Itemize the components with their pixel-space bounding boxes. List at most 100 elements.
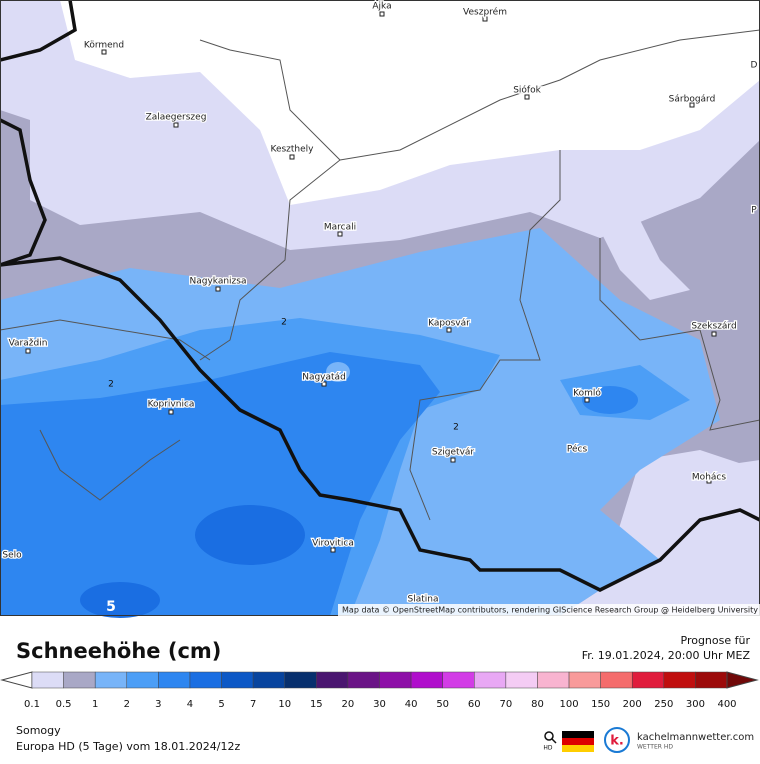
place-dot xyxy=(337,231,343,237)
logo-text: k. xyxy=(610,734,624,749)
place-label: Sárbogárd xyxy=(669,95,716,105)
brand-sub: WETTER HD xyxy=(637,744,673,751)
legend-swatch xyxy=(379,671,412,689)
legend-tick-label: 5 xyxy=(218,699,224,710)
legend-tick-label: 3 xyxy=(155,699,161,710)
place-label: D xyxy=(751,61,758,71)
place-label: Veszprém xyxy=(463,7,507,18)
legend-tick-label: 150 xyxy=(591,699,610,710)
place-dot xyxy=(321,381,327,387)
contour-label: 5 xyxy=(106,599,116,615)
legend-swatch xyxy=(189,671,222,689)
place-label: Marcali xyxy=(324,223,356,233)
place-label: Koprivnica xyxy=(148,400,195,410)
legend-swatch xyxy=(631,671,665,689)
legend-tick-label: 0.1 xyxy=(24,699,40,710)
legend-swatch xyxy=(252,671,285,689)
brand: kachelmannwetter.com xyxy=(637,732,754,743)
legend-tick-label: 40 xyxy=(405,699,418,710)
legend-tick-label: 60 xyxy=(468,699,481,710)
legend-arrow-high xyxy=(726,671,759,689)
place-dot xyxy=(446,327,452,333)
legend-swatch xyxy=(442,671,475,689)
area-4 xyxy=(195,505,305,565)
place-label: Siófok xyxy=(513,85,541,96)
legend-swatch xyxy=(663,671,696,689)
place-label: Selo xyxy=(2,551,22,561)
model-run: Europa HD (5 Tage) vom 18.01.2024/12z xyxy=(16,740,240,753)
place-dot xyxy=(524,94,530,100)
place-label: Pécs xyxy=(567,444,588,455)
place-label: Mohács xyxy=(692,473,726,483)
place-label: Varaždin xyxy=(9,339,48,349)
legend-swatch xyxy=(126,671,159,689)
legend-swatch xyxy=(568,671,601,689)
hd-label: HD xyxy=(543,745,553,752)
place-label: Nagyatád xyxy=(302,373,346,383)
map: Map data © OpenStreetMap contributors, r… xyxy=(0,0,760,618)
legend-tick-label: 30 xyxy=(373,699,386,710)
area-01 xyxy=(600,220,690,300)
legend-swatch xyxy=(600,671,633,689)
area-3 xyxy=(0,352,440,616)
contour-label: 2 xyxy=(108,380,114,390)
place-label: Virovitica xyxy=(312,539,354,549)
place-dot xyxy=(706,478,712,484)
flag-germany[interactable] xyxy=(562,731,594,752)
place-label: Ajka xyxy=(372,2,391,12)
legend-tick-label: 80 xyxy=(531,699,544,710)
area-01 xyxy=(640,460,760,616)
place-dot xyxy=(584,397,590,403)
place-label: Keszthely xyxy=(270,145,314,155)
legend-swatch xyxy=(316,671,349,689)
forecast-label: Prognose für xyxy=(681,634,751,647)
place-dot xyxy=(173,122,179,128)
legend-swatch xyxy=(31,671,64,689)
place-dot xyxy=(482,16,488,22)
county-borders xyxy=(0,29,760,521)
legend-tick-label: 1 xyxy=(92,699,98,710)
legend-swatch xyxy=(505,671,538,689)
legend-tick-label: 10 xyxy=(278,699,291,710)
legend-tick-label: 300 xyxy=(686,699,705,710)
brand-logo[interactable]: k. kachelmannwetter.com WETTER HD xyxy=(604,727,754,753)
legend-swatch xyxy=(347,671,380,689)
legend-title: Schneehöhe (cm) xyxy=(16,639,221,663)
legend-tick-label: 50 xyxy=(436,699,449,710)
legend-swatch xyxy=(284,671,317,689)
place-label: P xyxy=(751,206,757,216)
place-label: Komló xyxy=(573,388,601,399)
legend: 0.1 0.5 1 2 3 4 5 7 10 15 20 30 40 50 60 70 80 100 150 200 2… xyxy=(0,671,759,710)
area-1 xyxy=(326,362,350,382)
place-label: Slatina xyxy=(408,595,439,605)
legend-tick-label: 400 xyxy=(717,699,736,710)
legend-swatch xyxy=(94,671,128,689)
place-label: Nagykanizsa xyxy=(190,277,247,287)
legend-swatch xyxy=(695,671,728,689)
place-dot xyxy=(168,409,174,415)
place-dot xyxy=(379,11,385,17)
place-label: Szekszárd xyxy=(691,322,736,332)
country-border xyxy=(0,0,760,592)
place-dot xyxy=(689,102,695,108)
place-label: Kaposvár xyxy=(428,319,470,329)
legend-tick-label: 15 xyxy=(310,699,323,710)
area-3 xyxy=(582,386,638,414)
attribution: Map data © OpenStreetMap contributors, r… xyxy=(342,606,758,615)
place-dot xyxy=(450,457,456,463)
legend-tick-label: 100 xyxy=(559,699,578,710)
contour-label: 2 xyxy=(281,318,287,328)
place-dot xyxy=(330,547,336,553)
place-label: Szigetvár xyxy=(432,448,475,458)
legend-tick-label: 250 xyxy=(654,699,673,710)
legend-tick-label: 2 xyxy=(124,699,130,710)
legend-tick-label: 70 xyxy=(499,699,512,710)
place-label: Zalaegerszeg xyxy=(146,113,207,123)
search-icon[interactable]: HD xyxy=(543,731,557,752)
legend-swatch xyxy=(474,671,507,689)
legend-swatch xyxy=(63,671,96,689)
place-dot xyxy=(215,286,221,292)
place-dot xyxy=(101,49,107,55)
